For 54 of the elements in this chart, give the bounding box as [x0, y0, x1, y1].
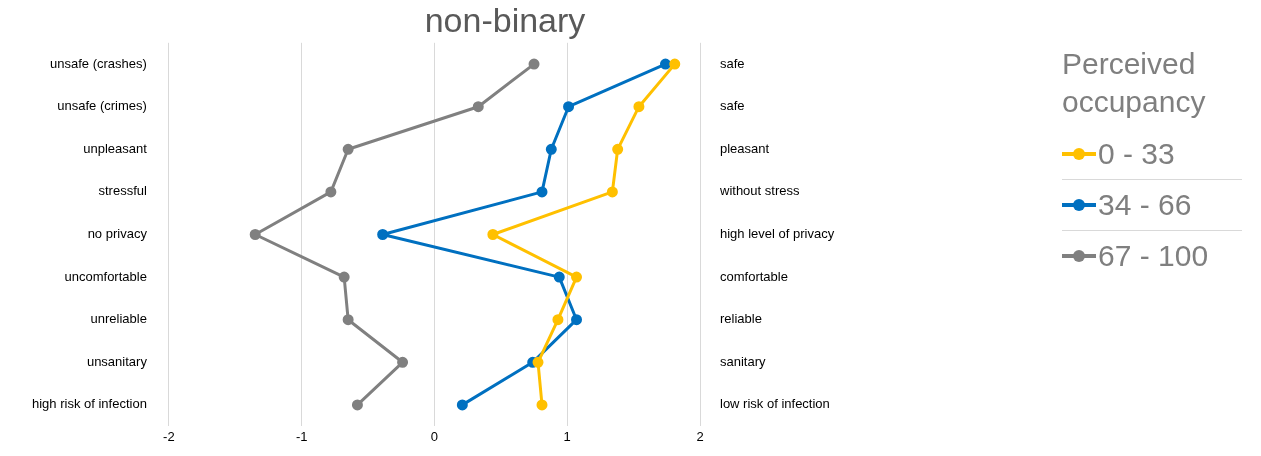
y-tick-label: stressful	[98, 183, 147, 199]
x-tick-label: 0	[430, 428, 439, 444]
x-tick-label: -2	[163, 428, 175, 444]
y2-tick-label: without stress	[719, 183, 800, 199]
y-tick-label: unsafe (crashes)	[50, 55, 147, 71]
point	[351, 399, 363, 411]
point	[545, 143, 557, 155]
y2-tick-label: low risk of infection	[720, 396, 830, 412]
point	[377, 229, 389, 240]
point	[536, 186, 548, 198]
x-tick-label: 2	[696, 428, 704, 444]
legend-label: 67 - 100	[1098, 239, 1209, 273]
x-tick-label: 1	[563, 428, 571, 444]
point	[633, 101, 645, 113]
point	[571, 314, 583, 326]
point	[472, 101, 484, 113]
point	[456, 399, 468, 411]
legend-title: Perceived occupancy	[1062, 46, 1207, 120]
point	[669, 58, 681, 70]
point	[338, 271, 350, 283]
point	[528, 58, 540, 70]
y-tick-label: no privacy	[87, 226, 148, 242]
point	[659, 58, 671, 70]
y-tick-label: uncomfortable	[64, 268, 147, 284]
y2-tick-label: safe	[720, 55, 745, 71]
legend-label: 0 - 33	[1098, 137, 1175, 171]
point	[342, 314, 354, 326]
point	[249, 229, 261, 240]
y2-tick-label: pleasant	[720, 140, 770, 156]
point	[552, 314, 564, 326]
y2-tick-label: high level of privacy	[720, 226, 835, 242]
point	[571, 271, 583, 283]
legend-label: 34 - 66	[1098, 188, 1192, 222]
y2-tick-label: comfortable	[720, 268, 788, 284]
y2-tick-label: safe	[720, 98, 745, 114]
point	[342, 143, 354, 155]
point	[532, 356, 544, 368]
point	[606, 186, 618, 198]
point	[553, 271, 565, 283]
y2-tick-label: sanitary	[720, 353, 767, 369]
y-tick-label: unsanitary	[86, 353, 148, 369]
y-tick-label: unsafe (crimes)	[57, 98, 147, 114]
point	[563, 101, 575, 113]
y-tick-label: unpleasant	[83, 140, 148, 156]
point	[325, 186, 337, 198]
point	[397, 356, 409, 368]
x-tick-label: -1	[295, 428, 308, 444]
y2-tick-label: reliable	[720, 311, 762, 327]
point	[487, 229, 499, 240]
point	[612, 143, 624, 155]
y-tick-label: unreliable	[90, 311, 147, 327]
chart-title: non-binary	[424, 0, 586, 39]
point	[536, 399, 548, 411]
y-tick-label: high risk of infection	[31, 396, 147, 412]
